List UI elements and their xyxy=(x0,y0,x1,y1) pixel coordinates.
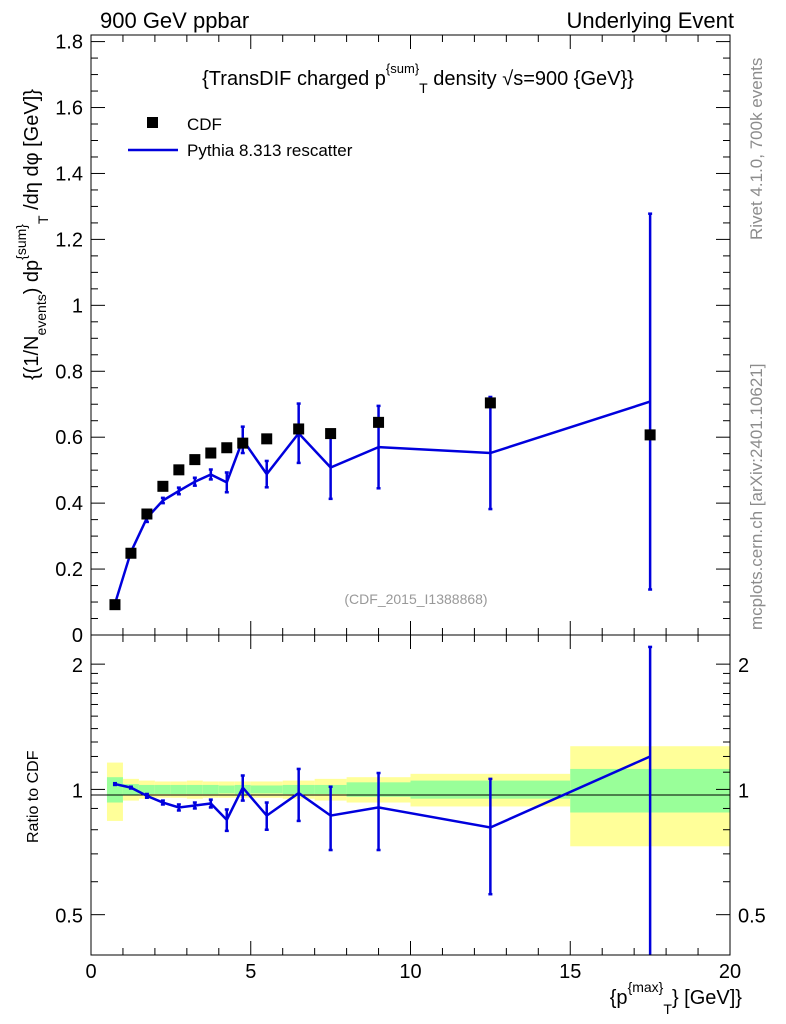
ratio-panel: 0.5 0.51 12 20 5 10 15 20 Ratio to CDF {p{max}T… xyxy=(25,634,766,1017)
cdf-point xyxy=(189,454,201,466)
svg-text:{TransDIF charged p{sum}T dens: {TransDIF charged p{sum} T density √s=900… xyxy=(202,61,634,96)
ratio-ytick-label-right: 2 xyxy=(738,655,749,677)
xtick-label: 15 xyxy=(559,961,581,983)
rivet-label: Rivet 4.1.0, 700k events xyxy=(747,58,766,240)
main-ytick-label: 0.6 xyxy=(55,427,83,449)
cdf-point xyxy=(261,433,273,445)
ratio-ylabel: Ratio to CDF xyxy=(25,750,42,843)
main-ytick-label: 0.8 xyxy=(55,361,83,383)
title-pre: {TransDIF charged p xyxy=(202,68,386,90)
main-ytick-label: 0.4 xyxy=(55,493,83,515)
cdf-point xyxy=(484,397,496,409)
main-ytick-label: 1.2 xyxy=(55,229,83,251)
main-ytick-label: 1 xyxy=(72,295,83,317)
main-ytick-label: 0 xyxy=(72,625,83,647)
xlabel-pre: {p xyxy=(610,987,628,1009)
watermark: (CDF_2015_I1388868) xyxy=(344,591,487,607)
main-ytick-label: 1.8 xyxy=(55,32,83,54)
ratio-band-inner xyxy=(202,784,219,794)
main-title: {TransDIF charged p{sum} T density √s=900… xyxy=(202,61,634,96)
cdf-point xyxy=(173,464,185,476)
ratio-ytick-label: 2 xyxy=(72,655,83,677)
cdf-point xyxy=(125,547,137,559)
main-ytick-label: 1.6 xyxy=(55,98,83,120)
legend-cdf-label: CDF xyxy=(187,115,222,134)
title-sub: T xyxy=(419,80,428,96)
xtick-label: 5 xyxy=(245,961,256,983)
ratio-band-inner xyxy=(170,784,187,794)
header-left: 900 GeV ppbar xyxy=(100,8,249,33)
ratio-band-inner xyxy=(138,784,155,794)
xtick-label: 20 xyxy=(719,961,741,983)
ratio-ytick-label: 1 xyxy=(72,780,83,802)
cdf-point xyxy=(141,508,153,520)
svg-text:{p{max}T} [GeV]}: {p{max} T} [GeV]} xyxy=(610,979,743,1017)
main-ylabel: {(1/Nevents) dp{sum}T /dη dφ [GeV]} xyxy=(13,89,51,380)
main-ytick-label: 0.2 xyxy=(55,559,83,581)
cdf-point xyxy=(325,428,337,440)
legend-mc-label: Pythia 8.313 rescatter xyxy=(187,141,353,160)
main-ytick-label: 1.4 xyxy=(55,163,83,185)
title-sup: {sum} xyxy=(386,61,420,76)
cdf-point xyxy=(644,429,656,441)
ratio-band-inner xyxy=(106,777,123,803)
main-panel: (CDF_2015_I1388868) {TransDIF charged p{… xyxy=(13,32,731,647)
ratio-band-inner xyxy=(250,785,283,794)
xlabel-post: } [GeV]} xyxy=(672,987,742,1009)
cdf-point xyxy=(221,442,233,454)
xtick-label: 10 xyxy=(399,961,421,983)
header-right: Underlying Event xyxy=(566,8,734,33)
legend: CDF Pythia 8.313 rescatter xyxy=(128,115,353,160)
cdf-point xyxy=(237,437,249,449)
ratio-band-inner xyxy=(154,784,171,794)
xtick-label: 0 xyxy=(85,961,96,983)
ratio-ytick-label-right: 1 xyxy=(738,780,749,802)
svg-text:{(1/Nevents) dp{sum}T /dη dφ: {(1/Nevents) dp{sum}T /dη dφ [GeV]} xyxy=(13,89,51,380)
title-post: density √s=900 {GeV}} xyxy=(428,68,634,90)
cdf-point xyxy=(205,447,217,459)
mcplots-label: mcplots.cern.ch [arXiv:2401.10621] xyxy=(747,364,766,630)
ratio-band-inner xyxy=(218,785,235,794)
xlabel-sup: {max} xyxy=(628,979,664,995)
cdf-point xyxy=(373,416,385,428)
ratio-xlabel: {p{max} T} [GeV]} xyxy=(610,979,743,1017)
cdf-point xyxy=(157,480,169,492)
legend-cdf-marker xyxy=(147,117,158,128)
ratio-band-inner xyxy=(186,784,203,794)
ratio-ytick-label: 0.5 xyxy=(55,906,83,928)
cdf-point xyxy=(109,599,121,611)
mc-line xyxy=(113,400,651,605)
xlabel-sub: T xyxy=(663,1001,672,1017)
cdf-point xyxy=(293,423,305,435)
ratio-ytick-label-right: 0.5 xyxy=(738,906,766,928)
